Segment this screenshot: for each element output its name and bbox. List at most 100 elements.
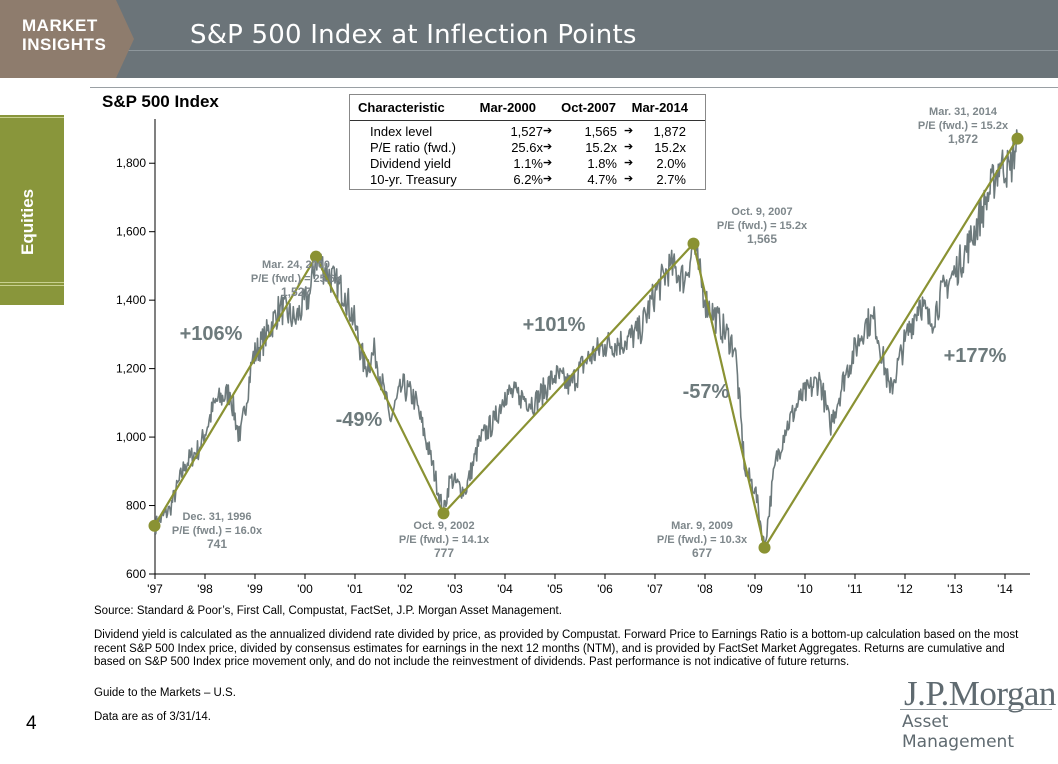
arrow-right-icon: ➔	[543, 141, 553, 153]
table-row: P/E ratio (fwd.) 25.6x ➔ 15.2x ➔ 15.2x	[350, 140, 705, 156]
row-value-2014: 15.2x	[654, 140, 686, 155]
x-tick-label: '97	[147, 582, 163, 596]
inflection-annotation: 1,872	[948, 132, 978, 146]
inflection-point-marker	[687, 237, 700, 250]
x-tick-label: '99	[247, 582, 263, 596]
panel-top-rule	[90, 87, 1058, 88]
table-header-characteristic: Characteristic	[358, 100, 445, 115]
badge-line-2: INSIGHTS	[22, 35, 107, 54]
x-tick-label: '00	[297, 582, 313, 596]
arrow-right-icon: ➔	[543, 157, 553, 169]
x-tick-label: '98	[197, 582, 213, 596]
inflection-point-marker	[310, 250, 322, 263]
row-value-2007: 15.2x	[585, 140, 617, 155]
jpmorgan-logo: J.P.Morgan	[904, 674, 1056, 713]
market-insights-badge	[0, 0, 134, 78]
page-number: 4	[26, 713, 37, 734]
table-header-mar-2000: Mar-2000	[479, 100, 536, 115]
inflection-annotation: Mar. 24, 2000	[262, 259, 330, 271]
inflection-annotation: 1,527	[281, 285, 311, 299]
y-tick-label: 600	[126, 567, 146, 581]
badge-line-1: MARKET	[22, 16, 98, 35]
characteristics-table: Characteristic Mar-2000 Oct-2007 Mar-201…	[349, 94, 706, 190]
x-tick-label: '10	[797, 582, 813, 596]
inflection-annotation: 677	[692, 546, 712, 560]
row-value-2000: 1,527	[510, 124, 543, 139]
inflection-annotation: Oct. 9, 2002	[413, 520, 474, 532]
x-tick-label: '11	[848, 582, 863, 596]
arrow-right-icon: ➔	[543, 125, 553, 137]
inflection-annotation: Oct. 9, 2007	[731, 206, 792, 218]
row-label: Index level	[370, 124, 433, 139]
arrow-right-icon: ➔	[624, 141, 634, 153]
side-tab-extension-rule	[0, 285, 64, 286]
inflection-point-marker	[437, 507, 450, 520]
inflection-point-marker	[1011, 132, 1024, 145]
inflection-annotation: P/E (fwd.) = 16.0x	[172, 525, 263, 537]
inflection-annotation: P/E (fwd.) = 14.1x	[399, 534, 490, 546]
guide-label: Guide to the Markets – U.S.	[94, 687, 236, 699]
side-tab-equities[interactable]	[0, 115, 64, 285]
arrow-right-icon: ➔	[543, 173, 553, 185]
cumulative-return-label: +177%	[944, 345, 1007, 367]
inflection-annotation: P/E (fwd.) = 15.2x	[918, 120, 1009, 132]
y-tick-label: 1,800	[116, 156, 146, 170]
row-value-2014: 1,872	[653, 124, 686, 139]
side-tab-extension	[0, 285, 64, 305]
y-tick-label: 1,000	[116, 430, 146, 444]
side-tab-rule-bottom	[0, 282, 64, 283]
x-tick-label: '14	[997, 582, 1013, 596]
y-tick-label: 1,200	[116, 362, 146, 376]
x-tick-label: '07	[647, 582, 663, 596]
cumulative-return-label: +106%	[180, 323, 243, 345]
row-value-2007: 1,565	[584, 124, 617, 139]
inflection-annotation: 1,565	[747, 232, 777, 246]
table-header: Characteristic Mar-2000 Oct-2007 Mar-201…	[350, 95, 705, 121]
inflection-annotation: 777	[434, 546, 454, 560]
inflection-annotation: Mar. 9, 2009	[671, 520, 733, 532]
data-as-of: Data are as of 3/31/14.	[94, 711, 211, 723]
table-row: Dividend yield 1.1% ➔ 1.8% ➔ 2.0%	[350, 156, 705, 172]
sp500-series-line	[154, 129, 1019, 549]
x-tick-label: '09	[747, 582, 763, 596]
row-label: Dividend yield	[370, 156, 451, 171]
row-value-2000: 6.2%	[513, 172, 543, 187]
cumulative-return-label: -57%	[683, 381, 730, 403]
inflection-point-marker	[148, 519, 161, 532]
x-tick-label: '13	[947, 582, 963, 596]
inflection-annotation: 741	[207, 537, 227, 551]
x-tick-label: '05	[547, 582, 563, 596]
x-tick-label: '06	[597, 582, 613, 596]
inflection-trend-line	[153, 138, 1019, 551]
table-row: Index level 1,527 ➔ 1,565 ➔ 1,872	[350, 124, 705, 140]
x-tick-label: '02	[397, 582, 413, 596]
inflection-annotation: Dec. 31, 1996	[182, 511, 251, 523]
row-value-2014: 2.7%	[656, 172, 686, 187]
row-label: 10-yr. Treasury	[370, 172, 457, 187]
asset-management-logo-text: Asset Management	[902, 712, 1014, 752]
chart-title: S&P 500 Index	[102, 92, 219, 111]
row-value-2000: 1.1%	[513, 156, 543, 171]
arrow-right-icon: ➔	[624, 125, 634, 137]
cumulative-return-label: -49%	[336, 409, 383, 431]
inflection-annotation: P/E (fwd.) = 15.2x	[717, 220, 808, 232]
inflection-point-marker	[758, 541, 771, 554]
cumulative-return-label: +101%	[523, 314, 586, 336]
page-title: S&P 500 Index at Inflection Points	[190, 20, 637, 50]
header-bar	[0, 0, 1058, 78]
row-value-2007: 4.7%	[587, 172, 617, 187]
x-tick-label: '04	[497, 582, 513, 596]
x-tick-label: '03	[447, 582, 463, 596]
y-tick-label: 1,400	[116, 293, 146, 307]
arrow-right-icon: ➔	[624, 157, 634, 169]
x-tick-label: '01	[347, 582, 363, 596]
source-note: Source: Standard & Poor’s, First Call, C…	[94, 605, 562, 617]
row-value-2007: 1.8%	[587, 156, 617, 171]
logo-divider	[900, 709, 1052, 710]
table-row: 10-yr. Treasury 6.2% ➔ 4.7% ➔ 2.7%	[350, 172, 705, 188]
methodology-note: Dividend yield is calculated as the annu…	[94, 629, 1019, 668]
inflection-annotation: P/E (fwd.) = 10.3x	[657, 534, 748, 546]
row-label: P/E ratio (fwd.)	[370, 140, 456, 155]
y-tick-label: 800	[126, 499, 146, 513]
